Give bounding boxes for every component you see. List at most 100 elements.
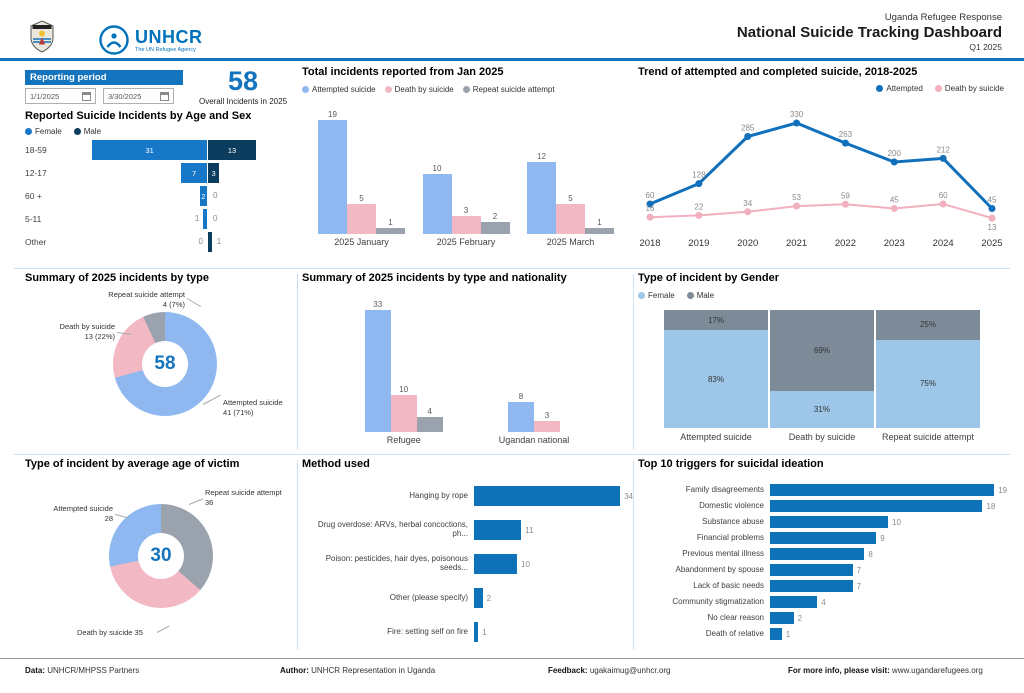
trend-point[interactable] <box>744 133 752 140</box>
method-bar[interactable] <box>474 622 479 642</box>
chart-title: Top 10 triggers for suicidal ideation <box>638 458 824 470</box>
triggers-bar[interactable] <box>770 548 865 560</box>
point-value-label: 16 <box>646 204 655 213</box>
trend-point[interactable] <box>890 205 898 212</box>
end-date-input[interactable]: 3/30/2025 <box>103 88 174 104</box>
legend-item-male: Male <box>686 291 714 300</box>
nationality-bar-death-by-suicide[interactable] <box>390 395 417 432</box>
unhcr-logo: UNHCR The UN Refugee Agency <box>98 24 203 56</box>
hbar-category-label: Domestic violence <box>699 500 764 510</box>
female-bar[interactable]: 31 <box>92 140 207 160</box>
triggers-bar[interactable] <box>770 500 983 512</box>
hbar-category-label: Community stigmatization <box>672 596 764 606</box>
male-bar[interactable] <box>208 232 212 252</box>
type-donut-chart[interactable]: 58 <box>113 312 217 416</box>
slicer-title: Reporting period <box>25 70 183 85</box>
nationality-bar-death-by-suicide[interactable] <box>534 420 560 432</box>
calendar-icon[interactable] <box>160 91 169 101</box>
method-bar[interactable] <box>474 486 621 506</box>
trend-point[interactable] <box>646 213 654 221</box>
panel-divider <box>633 460 634 650</box>
method-bar[interactable] <box>474 588 483 608</box>
death-callout: Death by suicide 13 (22%) <box>59 322 115 341</box>
start-date-input[interactable]: 1/1/2025 <box>25 88 96 104</box>
trend-point[interactable] <box>744 208 752 216</box>
monthly-bar-attempted-suicide[interactable] <box>318 120 347 234</box>
trend-point[interactable] <box>841 139 849 147</box>
category-label: Refugee <box>386 435 421 445</box>
male-bar[interactable]: 3 <box>208 163 220 183</box>
method-bar[interactable] <box>474 554 517 574</box>
chart-title: Reported Suicide Incidents by Age and Se… <box>25 110 252 122</box>
male-segment[interactable]: 69% <box>770 310 874 392</box>
trend-line-death[interactable] <box>649 202 993 220</box>
female-segment[interactable]: 75% <box>876 339 980 428</box>
female-bar[interactable]: 7 <box>181 163 207 183</box>
hbar-value-label: 7 <box>856 581 862 591</box>
monthly-bar-repeat-suicide-attempt[interactable] <box>480 222 510 234</box>
trend-point[interactable] <box>793 119 801 127</box>
leader-line <box>156 625 170 633</box>
hbar-value-label: 1 <box>482 627 487 637</box>
monthly-bar-death-by-suicide[interactable] <box>347 204 376 234</box>
feedback-email-link[interactable]: ugakaimug@unhcr.org <box>589 666 671 675</box>
trend-point[interactable] <box>988 205 996 212</box>
hbar-row: Abandonment by spouse 7 <box>638 564 1007 576</box>
trend-point[interactable] <box>988 214 996 222</box>
trend-point[interactable] <box>939 200 947 208</box>
triggers-bar[interactable] <box>770 532 877 544</box>
trend-line-attempted[interactable] <box>649 121 994 210</box>
trend-point[interactable] <box>646 200 654 208</box>
triggers-bar[interactable] <box>770 612 794 624</box>
monthly-bar-repeat-suicide-attempt[interactable] <box>585 228 614 234</box>
hbar-category-label: Death of relative <box>705 628 764 638</box>
hbar-category-label: No clear reason <box>707 612 764 622</box>
female-segment[interactable]: 31% <box>770 391 874 428</box>
age-donut-chart[interactable]: 30 <box>109 504 213 608</box>
panel-age-sex: Reporting period 1/1/2025 3/30/2025 58 O… <box>25 66 297 266</box>
monthly-bar-death-by-suicide[interactable] <box>556 204 585 234</box>
trend-point[interactable] <box>890 158 898 166</box>
female-segment[interactable]: 83% <box>664 330 768 428</box>
panel-divider <box>297 460 298 650</box>
calendar-icon[interactable] <box>82 91 91 101</box>
trend-point[interactable] <box>939 154 947 162</box>
female-bar[interactable]: 2 <box>199 186 207 206</box>
triggers-bar[interactable] <box>770 596 818 608</box>
bar-cluster: 10 3 2 <box>422 102 510 234</box>
nationality-bar-repeat-suicide-attempt[interactable] <box>416 417 443 432</box>
monthly-bar-attempted-suicide[interactable] <box>422 174 452 234</box>
male-bar[interactable]: 13 <box>208 140 257 160</box>
triggers-bar[interactable] <box>770 580 853 592</box>
triggers-bar[interactable] <box>770 628 782 640</box>
method-bar[interactable] <box>474 520 522 540</box>
bar-cluster: 33 10 4 <box>364 298 443 432</box>
website-link[interactable]: www.ugandarefugees.org <box>892 666 983 675</box>
trend-point[interactable] <box>695 180 703 188</box>
male-value-label: 0 <box>213 214 218 223</box>
bar-value-label: 19 <box>328 110 337 119</box>
triggers-bar[interactable] <box>770 484 995 496</box>
legend-item-female: Female <box>638 291 675 300</box>
panel-triggers: Top 10 triggers for suicidal ideation Fa… <box>638 458 1007 653</box>
female-bar[interactable] <box>203 209 207 229</box>
male-segment[interactable]: 25% <box>876 310 980 340</box>
nationality-bar-attempted-suicide[interactable] <box>508 402 534 432</box>
male-segment[interactable]: 17% <box>664 310 768 331</box>
panel-type-summary: Summary of 2025 incidents by type 58 Rep… <box>25 272 297 452</box>
trend-point[interactable] <box>841 200 849 208</box>
nationality-bar-attempted-suicide[interactable] <box>364 309 391 432</box>
monthly-bar-death-by-suicide[interactable] <box>451 216 481 234</box>
triggers-bar[interactable] <box>770 516 888 528</box>
trend-point[interactable] <box>695 211 703 219</box>
gender-stack: 25% 75% <box>876 310 980 428</box>
donut-center-value: 58 <box>142 341 188 387</box>
trend-point[interactable] <box>793 202 801 210</box>
monthly-bar-attempted-suicide[interactable] <box>527 162 556 234</box>
bar-value-label: 33 <box>373 299 383 309</box>
triggers-bar[interactable] <box>770 564 853 576</box>
bar-column: 3 <box>534 411 560 432</box>
monthly-bar-repeat-suicide-attempt[interactable] <box>376 228 405 234</box>
